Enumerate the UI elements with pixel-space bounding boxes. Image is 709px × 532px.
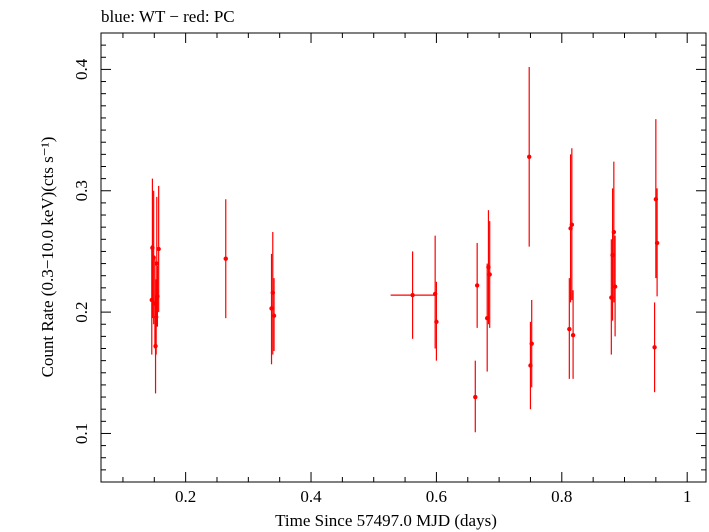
data-point xyxy=(570,332,576,338)
data-point xyxy=(654,240,660,246)
data-point xyxy=(473,394,478,400)
data-point xyxy=(474,283,480,288)
x-tick-label: 0.8 xyxy=(551,487,572,506)
y-tick-label: 0.4 xyxy=(72,58,91,80)
y-tick-label: 0.1 xyxy=(72,423,91,444)
x-tick-label: 0.2 xyxy=(175,487,196,506)
data-point xyxy=(527,154,532,159)
data-point xyxy=(652,345,657,350)
y-tick-label: 0.2 xyxy=(72,301,91,322)
data-point xyxy=(271,313,277,318)
x-tick-label: 0.6 xyxy=(426,487,447,506)
chart-title: blue: WT − red: PC xyxy=(101,7,235,26)
data-point xyxy=(156,246,161,252)
y-tick-label: 0.3 xyxy=(72,180,91,201)
data-point xyxy=(612,284,618,289)
x-axis-label: Time Since 57497.0 MJD (days) xyxy=(275,511,497,530)
y-axis-label: Count Rate (0.3−10.0 keV)(cts s⁻¹) xyxy=(38,137,57,378)
plot-frame xyxy=(100,32,707,483)
data-point xyxy=(567,326,572,332)
data-point xyxy=(529,341,534,346)
x-tick-label: 1 xyxy=(683,487,692,506)
data-point xyxy=(611,229,617,235)
data-point xyxy=(153,343,158,349)
x-tick-label: 0.4 xyxy=(300,487,322,506)
data-point xyxy=(487,272,492,277)
data-points xyxy=(149,66,660,433)
data-point xyxy=(569,222,575,227)
data-point xyxy=(154,261,159,266)
data-point xyxy=(410,292,415,298)
data-point xyxy=(434,319,439,325)
data-point xyxy=(223,256,228,261)
axis-ticks: 0.2 0.4 0.6 0.8 1 0.1 0.2 0.3 0.4 xyxy=(72,33,706,506)
